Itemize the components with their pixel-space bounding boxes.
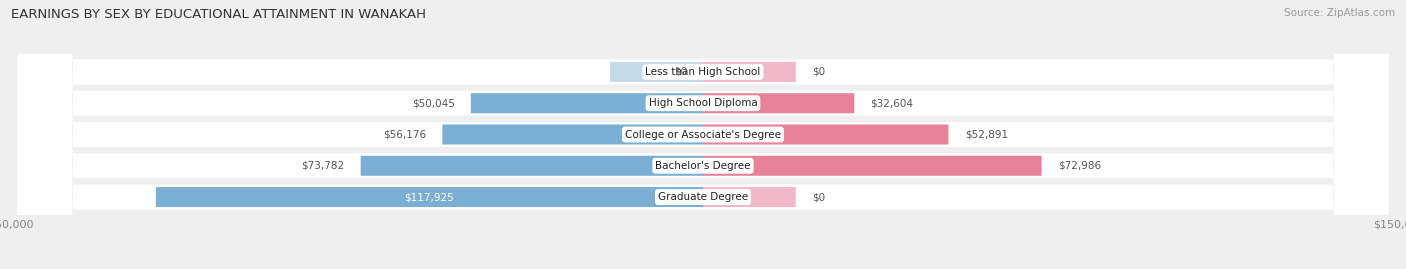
Text: College or Associate's Degree: College or Associate's Degree xyxy=(626,129,780,140)
FancyBboxPatch shape xyxy=(471,93,703,113)
Text: $72,986: $72,986 xyxy=(1057,161,1101,171)
Text: $56,176: $56,176 xyxy=(382,129,426,140)
Text: $50,045: $50,045 xyxy=(412,98,454,108)
FancyBboxPatch shape xyxy=(156,187,703,207)
FancyBboxPatch shape xyxy=(17,0,1389,269)
FancyBboxPatch shape xyxy=(703,125,949,144)
Text: Graduate Degree: Graduate Degree xyxy=(658,192,748,202)
FancyBboxPatch shape xyxy=(17,0,1389,269)
Text: Less than High School: Less than High School xyxy=(645,67,761,77)
FancyBboxPatch shape xyxy=(17,0,1389,269)
Text: Bachelor's Degree: Bachelor's Degree xyxy=(655,161,751,171)
FancyBboxPatch shape xyxy=(17,0,1389,269)
Text: $52,891: $52,891 xyxy=(965,129,1008,140)
FancyBboxPatch shape xyxy=(703,62,796,82)
Text: $32,604: $32,604 xyxy=(870,98,914,108)
Text: $117,925: $117,925 xyxy=(405,192,454,202)
FancyBboxPatch shape xyxy=(443,125,703,144)
FancyBboxPatch shape xyxy=(17,0,1389,269)
FancyBboxPatch shape xyxy=(703,156,1042,176)
Text: EARNINGS BY SEX BY EDUCATIONAL ATTAINMENT IN WANAKAH: EARNINGS BY SEX BY EDUCATIONAL ATTAINMEN… xyxy=(11,8,426,21)
Text: $73,782: $73,782 xyxy=(301,161,344,171)
Text: $0: $0 xyxy=(813,67,825,77)
FancyBboxPatch shape xyxy=(610,62,703,82)
Text: $0: $0 xyxy=(813,192,825,202)
FancyBboxPatch shape xyxy=(703,187,796,207)
Text: Source: ZipAtlas.com: Source: ZipAtlas.com xyxy=(1284,8,1395,18)
FancyBboxPatch shape xyxy=(703,93,855,113)
Text: High School Diploma: High School Diploma xyxy=(648,98,758,108)
Text: $0: $0 xyxy=(673,67,686,77)
FancyBboxPatch shape xyxy=(361,156,703,176)
